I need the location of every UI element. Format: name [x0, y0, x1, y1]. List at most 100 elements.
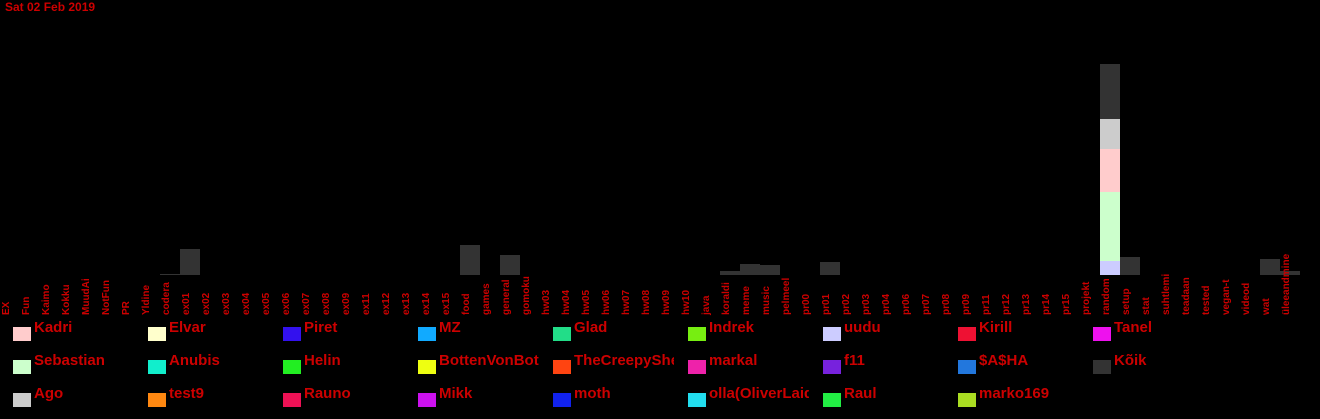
category-label: pelmeel — [781, 278, 792, 315]
legend-label: Glad — [574, 319, 608, 336]
legend-label: Raul — [844, 385, 877, 402]
category-label: ex11 — [361, 293, 372, 315]
bar-segment — [180, 249, 200, 275]
category-label: ex14 — [421, 292, 432, 315]
category-label: ex04 — [241, 292, 252, 315]
category-label: pr02 — [841, 293, 852, 315]
legend-item: moth — [540, 385, 675, 407]
legend-swatch — [13, 327, 31, 341]
category-label: games — [481, 283, 492, 315]
chart-title: Sat 02 Feb 2019 — [5, 0, 96, 14]
legend-swatch — [958, 327, 976, 341]
legend-item: $A$HA — [945, 352, 1080, 374]
category-label: hw09 — [661, 290, 672, 315]
legend-label: Tanel — [1114, 319, 1153, 336]
legend-swatch — [418, 327, 436, 341]
category-label: ex02 — [201, 292, 212, 315]
legend-label: Sebastian — [34, 352, 105, 369]
legend-label: Indrek — [709, 319, 755, 336]
bar-segment — [1260, 259, 1280, 275]
legend-item: Ago — [0, 385, 135, 407]
legend-label: uudu — [844, 319, 881, 336]
legend-swatch — [13, 360, 31, 374]
category-label: Kokku — [61, 284, 72, 315]
category-label: pr15 — [1061, 293, 1072, 315]
category-label: music — [761, 286, 772, 315]
legend-label: Ago — [34, 385, 64, 402]
category-label: Yldine — [141, 285, 152, 315]
legend-item: Raul — [810, 385, 945, 407]
legend-item: Kirill — [945, 319, 1080, 341]
legend-swatch — [13, 393, 31, 407]
legend-label: Kadri — [34, 319, 73, 336]
legend-label: Kirill — [979, 319, 1013, 336]
category-label: ex01 — [181, 292, 192, 315]
legend-label: olla(OliverLaidroo) — [709, 385, 809, 402]
legend-item: TheCreepySheep — [540, 352, 675, 374]
category-label: NotFun — [101, 280, 112, 315]
bar-segment — [760, 265, 780, 275]
bars-layer — [160, 64, 1300, 275]
category-label: hw07 — [621, 290, 632, 315]
legend-item: marko169 — [945, 385, 1080, 407]
legend-swatch — [283, 360, 301, 374]
bar-segment — [1280, 271, 1300, 275]
legend-swatch — [283, 327, 301, 341]
category-label: food — [461, 293, 472, 315]
category-label: vegan-t — [1221, 279, 1232, 315]
legend-swatch — [688, 393, 706, 407]
category-label: pr09 — [961, 293, 972, 315]
category-labels: EX Fun Kaimo Kokku MuudAi NotFun PR Yldine coder… — [1, 253, 1292, 316]
category-label: random — [1101, 278, 1112, 315]
bar-segment — [160, 274, 180, 275]
category-label: ex08 — [321, 292, 332, 315]
category-label: projekt — [1081, 281, 1092, 315]
bar-segment — [1100, 261, 1120, 275]
category-label: hw10 — [681, 290, 692, 315]
legend-swatch — [148, 360, 166, 374]
legend-swatch — [418, 393, 436, 407]
legend-label: $A$HA — [979, 352, 1029, 369]
bar-segment — [740, 264, 760, 275]
legend-label: test9 — [169, 385, 205, 402]
category-label: pr03 — [861, 293, 872, 315]
legend-item: Indrek — [675, 319, 810, 341]
legend-swatch — [688, 360, 706, 374]
category-label: videod — [1241, 283, 1252, 315]
legend-item: f11 — [810, 352, 945, 374]
category-label: wat — [1261, 298, 1272, 316]
legend-swatch — [688, 327, 706, 341]
category-label: ex05 — [261, 292, 272, 315]
category-label: ex12 — [381, 292, 392, 315]
legend-swatch — [823, 327, 841, 341]
legend-label: Piret — [304, 319, 338, 336]
category-label: Kaimo — [41, 284, 52, 315]
legend-item: test9 — [135, 385, 270, 407]
legend-swatch — [958, 360, 976, 374]
category-label: hw06 — [601, 290, 612, 315]
legend-swatch — [553, 393, 571, 407]
category-label: ex03 — [221, 292, 232, 315]
bar-segment — [1100, 64, 1120, 119]
legend-item: Sebastian — [0, 352, 135, 374]
legend-item: BottenVonBot — [405, 352, 540, 374]
category-label: pr06 — [901, 293, 912, 315]
bar-segment — [820, 262, 840, 275]
bar-segment — [1120, 257, 1140, 275]
legend-swatch — [283, 393, 301, 407]
category-label: gomoku — [521, 276, 532, 315]
legend-label: Helin — [304, 352, 341, 369]
legend-label: BottenVonBot — [439, 352, 539, 369]
category-label: ex06 — [281, 292, 292, 315]
legend-label: markal — [709, 352, 758, 369]
legend-swatch — [1093, 327, 1111, 341]
legend-label: moth — [574, 385, 611, 402]
legend-swatch — [823, 360, 841, 374]
category-label: pr11 — [981, 294, 992, 315]
bar-segment — [720, 271, 740, 275]
category-label: pr08 — [941, 293, 952, 315]
category-label: Fun — [21, 297, 32, 315]
legend-label: Kõik — [1114, 352, 1147, 369]
legend-item: Piret — [270, 319, 405, 341]
legend-item: Elvar — [135, 319, 270, 341]
